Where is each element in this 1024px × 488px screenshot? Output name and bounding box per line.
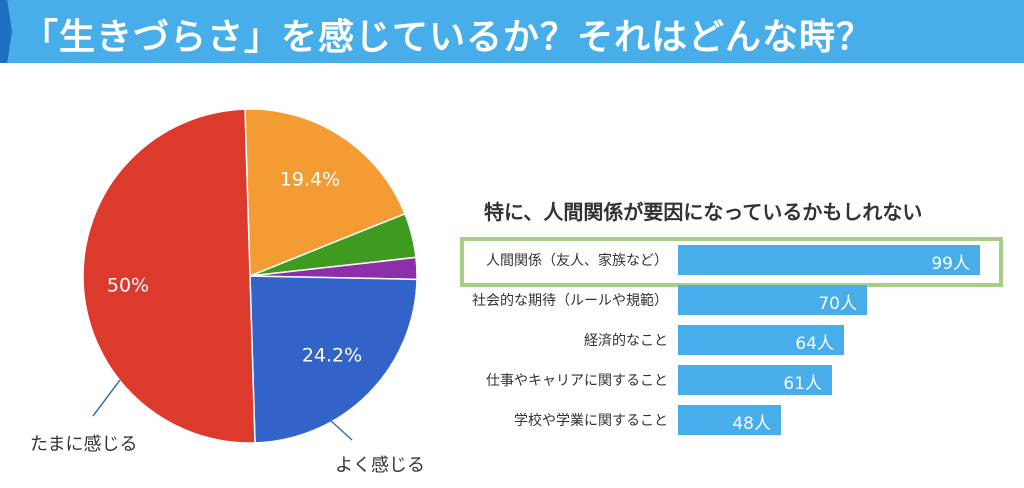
bar: 64人 xyxy=(678,325,844,355)
bar-chart-title: 特に、人間関係が要因になっているかもしれない xyxy=(484,200,923,224)
bar-row: 仕事やキャリアに関すること 61人 xyxy=(0,365,1024,395)
header-tab xyxy=(0,0,12,63)
bar-value-label: 61人 xyxy=(783,374,822,394)
bar-row: 学校や学業に関すること 48人 xyxy=(0,405,1024,435)
pie-slice xyxy=(82,108,256,444)
pie-chart: 19.4% 24.2% 50% xyxy=(82,108,418,444)
bar-row: 経済的なこと 64人 xyxy=(0,325,1024,355)
pie-slice xyxy=(249,275,418,444)
pie-data-label: 50% xyxy=(107,275,149,297)
pie-legend-sometimes: たまに感じる xyxy=(30,434,138,455)
bar-category-label: 学校や学業に関すること xyxy=(514,413,668,429)
bar-value-label: 99人 xyxy=(931,254,970,274)
bar: 61人 xyxy=(678,365,832,395)
bar-value-label: 70人 xyxy=(818,294,857,314)
bar-category-label: 社会的な期待（ルールや規範） xyxy=(472,293,668,309)
page-title: 「生きづらさ」を感じているか？それはどんな時？ xyxy=(22,17,874,58)
bar-row: 人間関係（友人、家族など） 99人 xyxy=(0,245,1024,275)
pie-legend-often: よく感じる xyxy=(335,455,425,476)
pie-data-label: 24.2% xyxy=(302,345,362,367)
pie-slice xyxy=(244,108,406,278)
bar: 70人 xyxy=(678,285,867,315)
bar-row: 社会的な期待（ルールや規範） 70人 xyxy=(0,285,1024,315)
leader-line xyxy=(329,419,353,441)
pie-data-label: 19.4% xyxy=(280,169,340,191)
bar-category-label: 人間関係（友人、家族など） xyxy=(486,253,668,269)
header-banner: 「生きづらさ」を感じているか？それはどんな時？ xyxy=(0,0,1024,63)
bar: 48人 xyxy=(678,405,781,435)
leader-line xyxy=(92,379,121,417)
bar-value-label: 64人 xyxy=(795,334,834,354)
bar-category-label: 仕事やキャリアに関すること xyxy=(486,373,668,389)
bar-value-label: 48人 xyxy=(732,414,771,434)
bar: 99人 xyxy=(678,245,980,275)
bar-category-label: 経済的なこと xyxy=(584,333,668,349)
